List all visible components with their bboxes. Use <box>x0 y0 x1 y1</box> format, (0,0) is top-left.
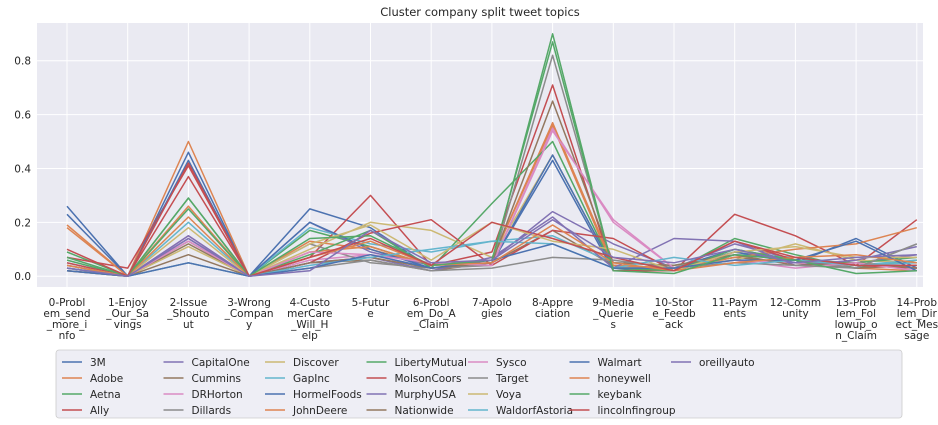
legend-label: MurphyUSA <box>395 389 457 401</box>
y-tick-label: 0.6 <box>14 110 31 122</box>
chart-title: Cluster company split tweet topics <box>380 5 580 19</box>
legend-label: HormelFoods <box>293 389 362 401</box>
y-axis: 0.0 0.2 0.4 0.6 0.8 <box>14 56 31 284</box>
legend-label: Ally <box>90 405 109 417</box>
x-tick-label: 12-Comm unity <box>770 297 821 320</box>
x-tick-label: 6-Probl em_Do_A _Claim <box>407 297 457 331</box>
legend-label: keybank <box>598 389 643 401</box>
series-line-oreillyauto <box>66 218 917 277</box>
x-axis: 0-Probl em_send _more_i nfo 1-Enjoy _Our_Sa vi… <box>43 297 938 342</box>
legend-label: Cummins <box>192 373 242 385</box>
x-tick-label: 0-Probl em_send _more_i nfo <box>43 297 90 342</box>
series-line-ally <box>66 84 918 277</box>
legend-label: Dillards <box>192 405 232 417</box>
legend-label: GapInc <box>293 373 330 385</box>
legend-label: oreillyauto <box>699 357 755 369</box>
series-line-libertymutual <box>66 140 917 277</box>
legend-label: Target <box>495 373 528 385</box>
legend-label: DRHorton <box>192 389 243 401</box>
x-tick-label: 9-Media _Querie s <box>592 297 634 331</box>
legend-label: honeywell <box>598 373 651 385</box>
y-tick-label: 0.0 <box>14 271 31 283</box>
x-tick-label: 11-Paym ents <box>712 297 758 320</box>
x-tick-label: 14-Prob lem_Dir ect_Mes sage <box>896 297 938 342</box>
x-tick-label: 4-Custo merCare _Will_H elp <box>287 297 332 342</box>
series-line-honeywell <box>66 216 917 277</box>
legend-label: Walmart <box>598 357 642 369</box>
legend-label: MolsonCoors <box>395 373 462 385</box>
legend-label: LibertyMutual <box>395 357 467 369</box>
legend: 3M Adobe Aetna Ally CapitalOne Cummins DRHorto… <box>55 349 903 419</box>
x-tick-label: 13-Prob lem_Fol lowup_o n_Claim <box>835 297 878 342</box>
series-lines <box>66 33 918 277</box>
legend-label: Adobe <box>90 373 123 385</box>
legend-label: Aetna <box>90 389 121 401</box>
y-tick-label: 0.4 <box>14 163 31 175</box>
legend-label: Voya <box>496 389 521 401</box>
series-line-sysco <box>66 130 917 277</box>
legend-label: Nationwide <box>395 405 454 417</box>
y-tick-label: 0.8 <box>14 56 31 68</box>
legend-box <box>55 349 903 419</box>
legend-label: WaldorfAstoria <box>496 405 573 417</box>
y-tick-label: 0.2 <box>14 217 31 229</box>
x-tick-label: 3-Wrong _Compan y <box>224 297 274 331</box>
x-tick-label: 2-Issue _Shouto ut <box>166 297 209 331</box>
x-tick-label: 10-Stor e_Feedb ack <box>652 297 696 331</box>
series-line-lincolnfingroup <box>66 162 917 277</box>
x-tick-label: 1-Enjoy _Our_Sa vings <box>105 297 149 331</box>
x-tick-label: 7-Apolo gies <box>472 297 512 320</box>
legend-label: lincolnfingroup <box>598 405 676 417</box>
legend-label: Sysco <box>496 357 527 369</box>
legend-label: 3M <box>90 357 106 369</box>
legend-label: Discover <box>293 357 339 369</box>
x-tick-label: 8-Appre ciation <box>532 297 573 320</box>
legend-label: CapitalOne <box>192 357 250 369</box>
legend-label: JohnDeere <box>292 405 347 417</box>
x-tick-label: 5-Futur e <box>352 297 390 320</box>
